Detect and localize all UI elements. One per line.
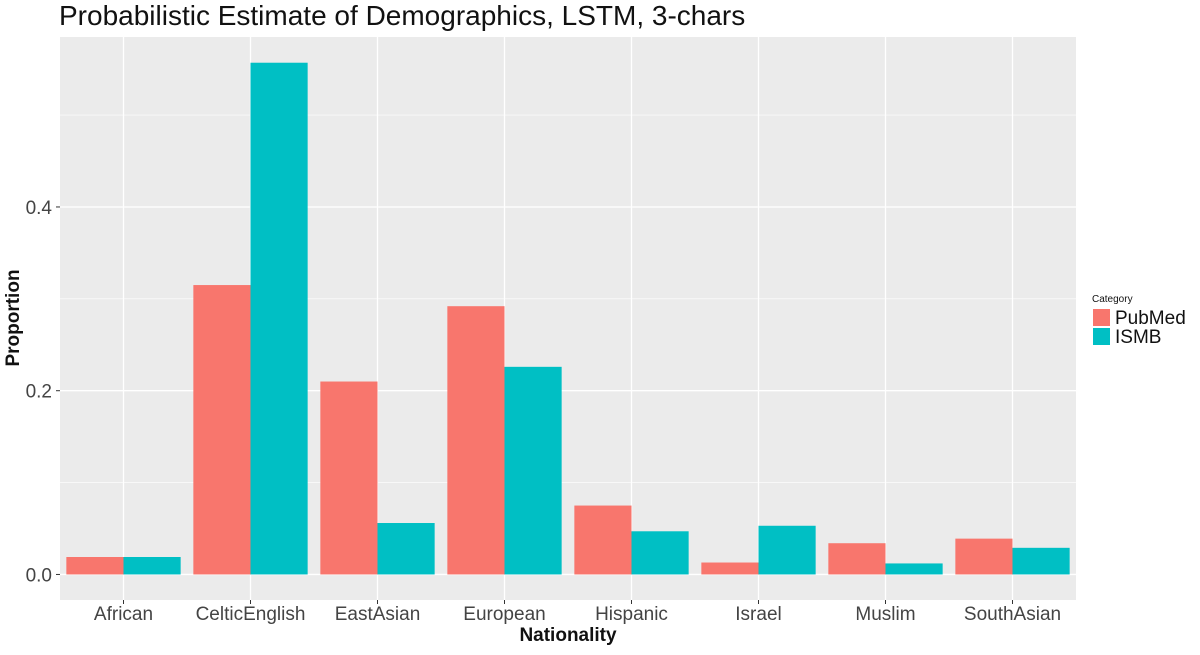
bar-ismb-eastasian — [377, 523, 435, 575]
bar-pubmed-african — [66, 557, 124, 575]
x-tick-label: African — [94, 604, 153, 625]
legend-label-pubmed: PubMed — [1115, 308, 1186, 329]
bar-ismb-muslim — [885, 563, 943, 575]
bar-pubmed-eastasian — [320, 381, 378, 575]
x-tick-label: EastAsian — [335, 604, 421, 625]
y-tick-label: 0.4 — [26, 198, 53, 219]
x-tick-label: SouthAsian — [964, 604, 1061, 625]
bar-ismb-celticenglish — [250, 62, 308, 575]
bar-pubmed-muslim — [828, 543, 886, 575]
x-tick-label: Hispanic — [595, 604, 668, 625]
legend-key-pubmed — [1093, 309, 1110, 326]
bar-pubmed-israel — [701, 562, 759, 575]
bar-pubmed-hispanic — [574, 505, 632, 575]
y-axis-title: Proportion — [3, 269, 24, 366]
x-tick-label: European — [463, 604, 545, 625]
bar-ismb-southasian — [1012, 547, 1070, 575]
legend-label-ismb: ISMB — [1115, 327, 1161, 348]
x-tick-label: CelticEnglish — [196, 604, 306, 625]
y-tick-label: 0.2 — [26, 382, 52, 403]
axes: 0.0 0.2 0.4 African CelticEnglish EastAsian Eu… — [26, 198, 1062, 625]
bars — [66, 62, 1070, 575]
x-axis-title: Nationality — [519, 625, 617, 646]
bar-ismb-african — [123, 557, 181, 575]
y-tick-label: 0.0 — [26, 565, 52, 586]
bar-ismb-israel — [758, 525, 816, 575]
x-tick-label: Israel — [735, 604, 781, 625]
legend-key-ismb — [1093, 328, 1110, 345]
bar-pubmed-celticenglish — [193, 285, 251, 575]
bar-pubmed-european — [447, 306, 505, 575]
legend-title: Category — [1092, 294, 1133, 305]
bar-pubmed-southasian — [955, 538, 1013, 575]
chart-title: Probabilistic Estimate of Demographics, … — [59, 0, 745, 31]
bar-ismb-hispanic — [631, 531, 689, 575]
bar-ismb-european — [504, 366, 562, 575]
x-tick-label: Muslim — [855, 604, 915, 625]
